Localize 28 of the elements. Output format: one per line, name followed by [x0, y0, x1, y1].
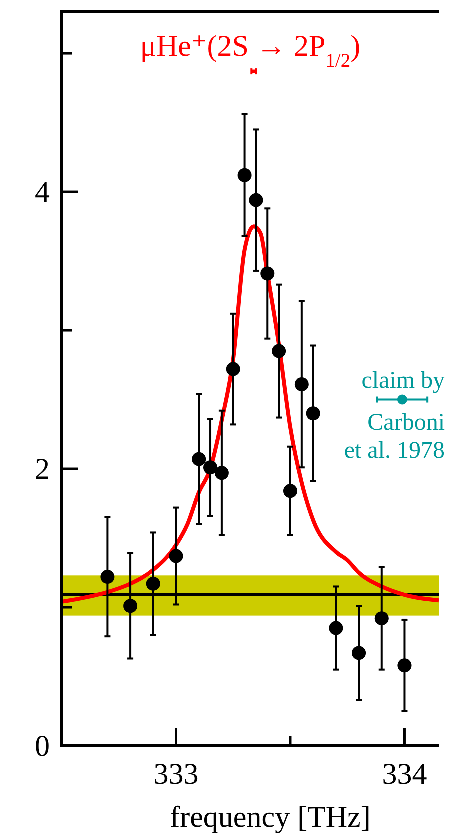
x-tick-label: 334 — [382, 758, 428, 791]
y-tick-label: 2 — [35, 453, 50, 486]
x-tick-label: 333 — [154, 758, 199, 791]
point — [124, 599, 138, 614]
point — [397, 394, 408, 405]
point — [146, 576, 160, 591]
point — [192, 452, 206, 466]
point — [204, 460, 218, 475]
x-axis-title: frequency [THz] — [170, 801, 371, 834]
point — [272, 344, 286, 358]
point — [283, 484, 298, 498]
point — [249, 193, 264, 208]
point — [260, 266, 275, 281]
point — [306, 406, 320, 421]
point — [100, 570, 115, 584]
point — [352, 646, 366, 660]
point — [398, 658, 412, 673]
series-label: claim by Carboni et al. 1978 — [344, 368, 446, 464]
point — [214, 466, 229, 480]
y-tick-label: 0 — [35, 730, 50, 763]
point — [329, 621, 344, 636]
point — [294, 378, 309, 392]
text: μHe⁺(2S → 2P$_{1/2}$) — [140, 30, 361, 72]
point — [169, 549, 184, 564]
point — [238, 168, 252, 182]
point — [226, 362, 240, 376]
y-tick-label: 4 — [35, 176, 50, 210]
point — [374, 612, 389, 626]
